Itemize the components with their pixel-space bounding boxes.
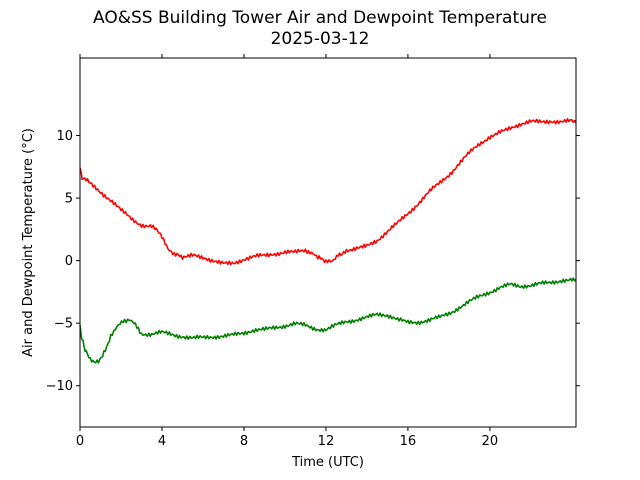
x-tick-label: 0 [76,434,84,449]
y-tick-label: 0 [65,254,73,269]
x-tick-label: 12 [318,434,335,449]
series-line-2 [79,277,577,364]
y-tick-label: −5 [54,317,73,332]
y-tick-label: 5 [65,192,73,207]
chart-subtitle: 2025-03-12 [270,29,370,49]
x-tick-label: 20 [482,434,499,449]
series-layer [79,118,577,364]
x-axis-label: Time (UTC) [291,455,364,470]
chart-title: AO&SS Building Tower Air and Dewpoint Te… [92,8,547,28]
series-line-1 [79,118,577,266]
x-tick-label: 16 [400,434,417,449]
y-tick-label: −10 [46,379,73,394]
x-tick-label: 8 [240,434,248,449]
plot-frame [79,57,577,428]
x-tick-label: 4 [158,434,166,449]
y-tick-label: 10 [56,129,73,144]
axis-layer: 0 4 8 12 16 20 −10 −5 0 5 10 [46,54,580,449]
y-axis-label: Air and Dewpoint Temperature (°C) [21,128,36,357]
